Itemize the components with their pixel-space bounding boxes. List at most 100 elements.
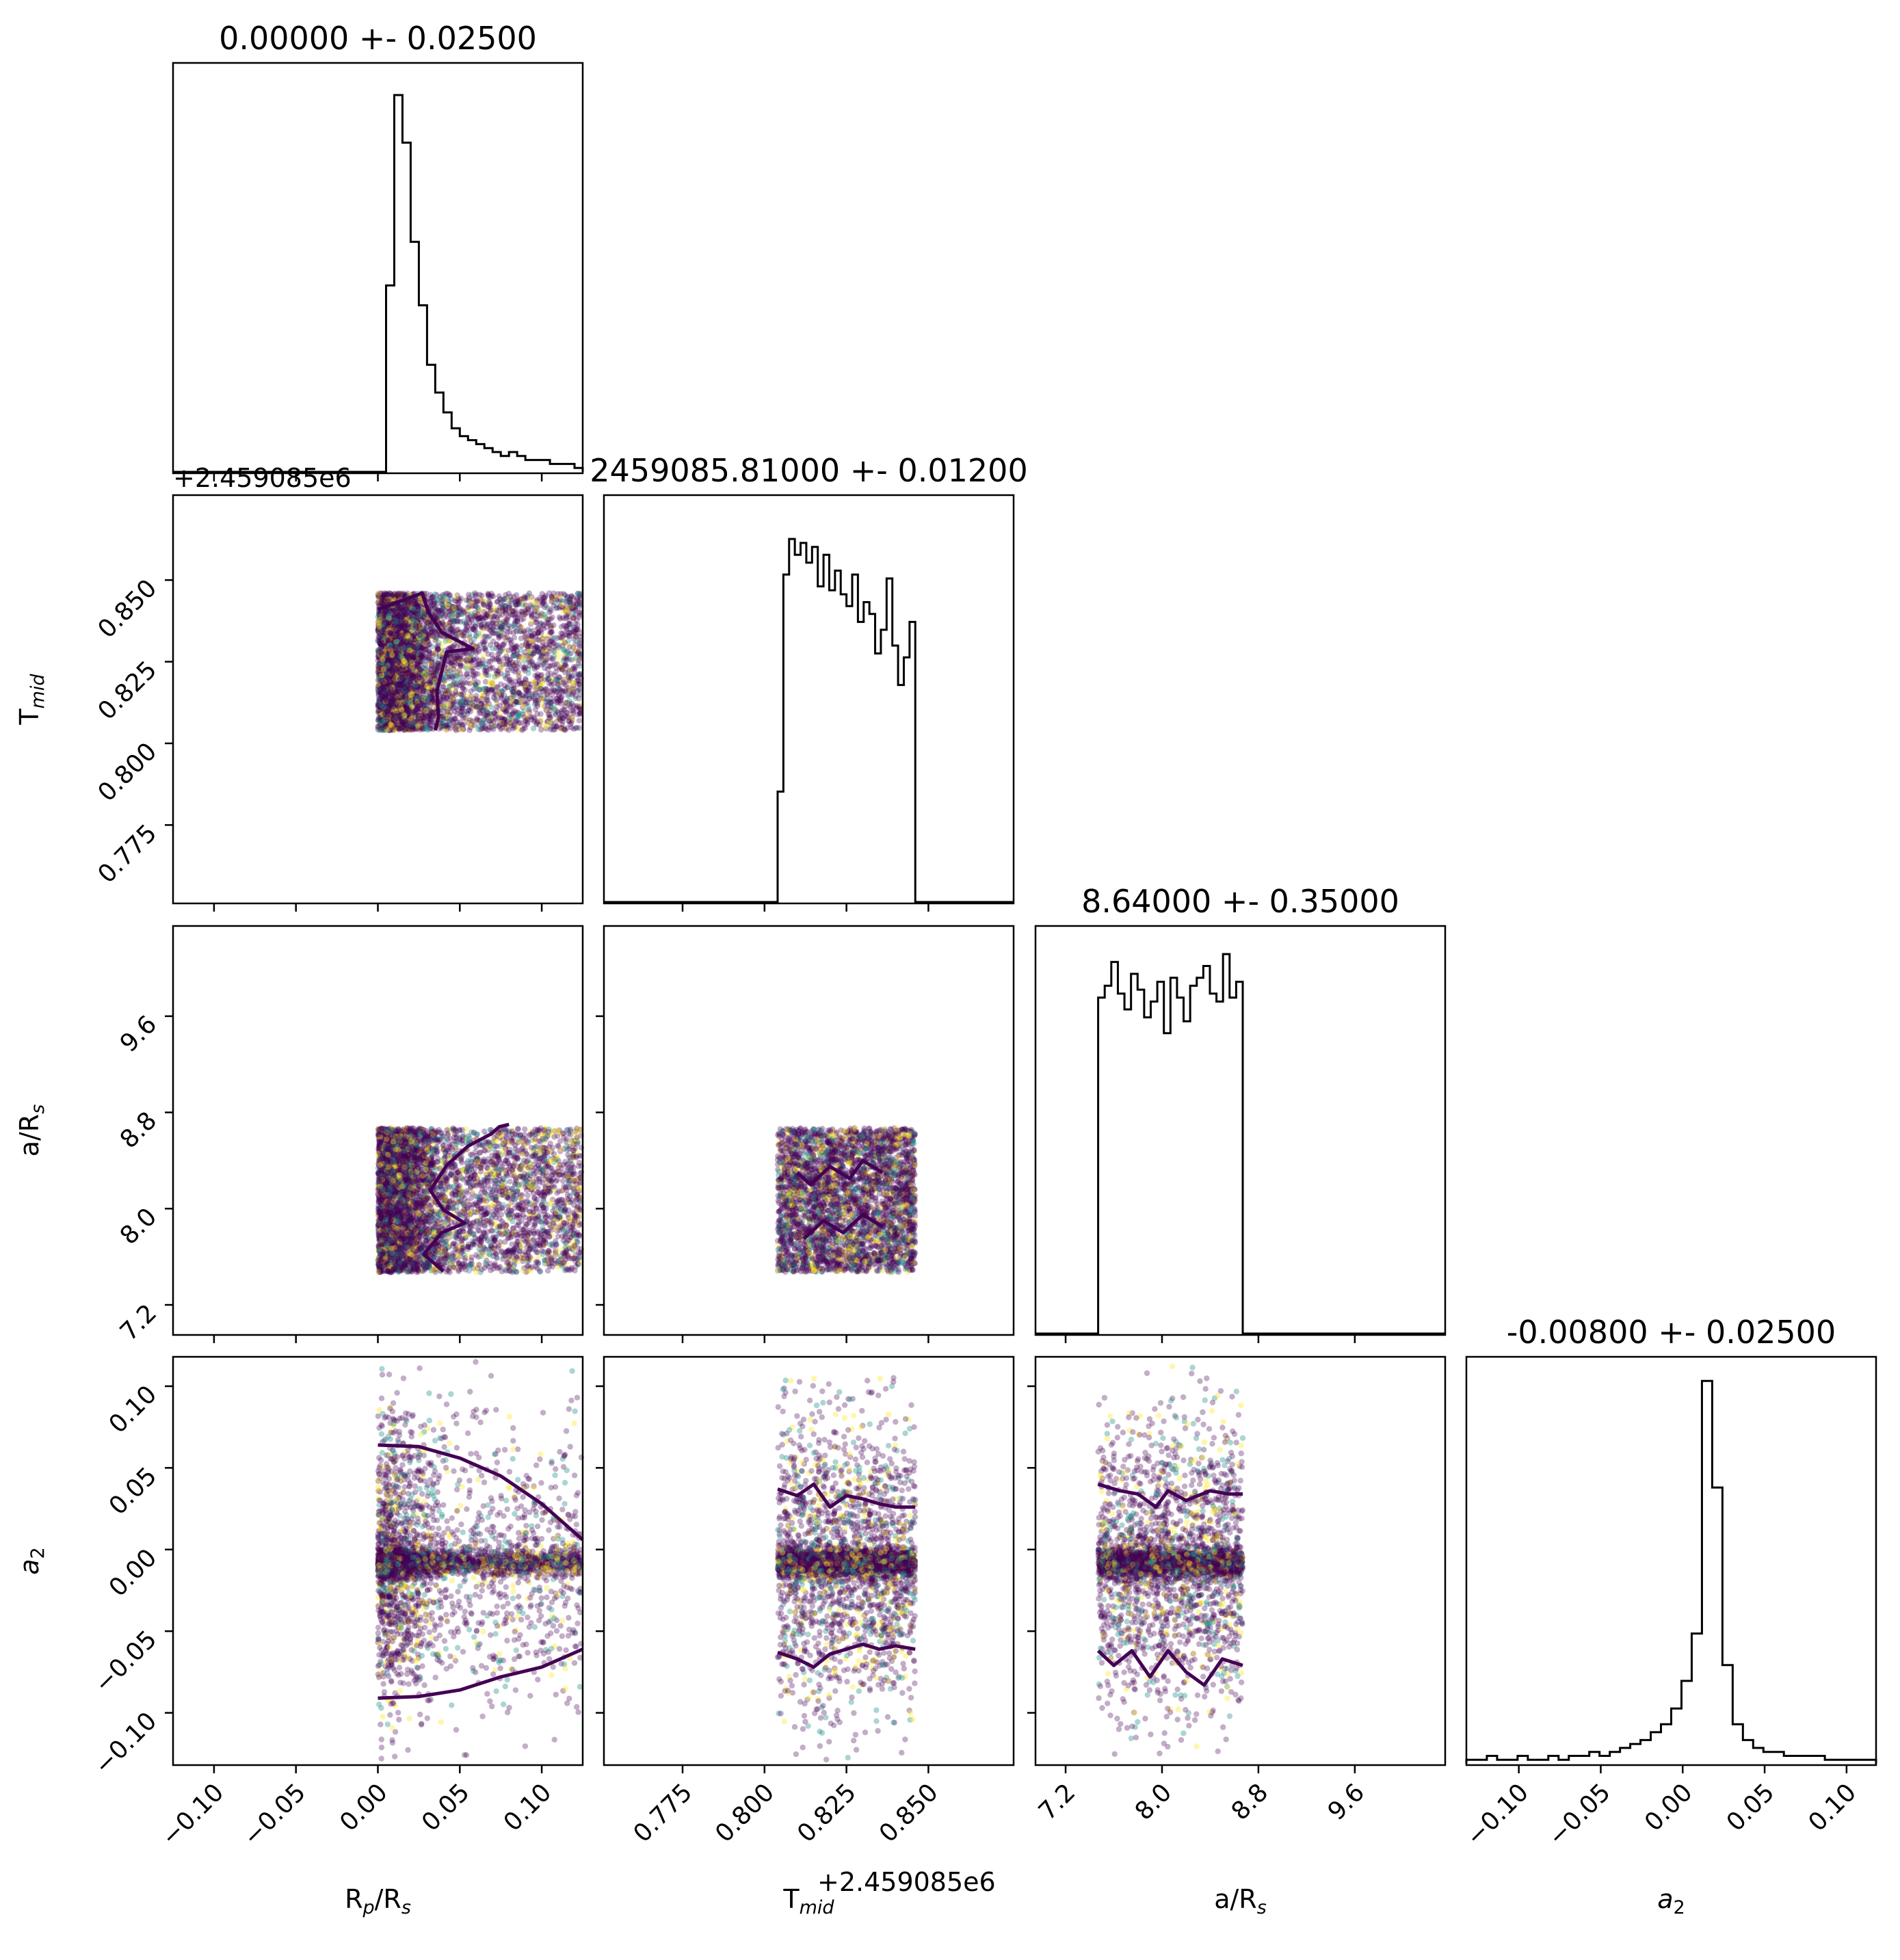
scatter-point	[459, 632, 465, 638]
scatter-point	[569, 700, 575, 707]
scatter-point	[511, 635, 518, 641]
scatter-point	[383, 693, 389, 700]
scatter-point	[501, 640, 507, 646]
scatter-point	[427, 599, 434, 606]
scatter-point	[504, 656, 510, 662]
scatter-point	[465, 655, 472, 661]
scatter-point	[376, 719, 382, 726]
scatter-point	[563, 607, 570, 613]
scatter-point	[405, 714, 411, 720]
scatter-point	[465, 636, 471, 642]
scatter-point	[531, 650, 537, 657]
scatter-point	[558, 630, 564, 636]
scatter-point	[559, 726, 565, 732]
scatter-point	[513, 698, 520, 705]
scatter-point	[477, 606, 484, 613]
scatter-point	[404, 607, 410, 613]
scatter-point	[571, 629, 577, 635]
scatter-point	[458, 691, 464, 698]
scatter-point	[398, 696, 405, 702]
scatter-point	[399, 644, 405, 651]
scatter-point	[538, 611, 544, 618]
scatter-point	[394, 631, 401, 637]
scatter-point	[377, 622, 384, 628]
scatter-point	[525, 670, 531, 676]
scatter-point	[392, 674, 399, 680]
scatter-point	[523, 693, 529, 699]
scatter-point	[406, 659, 413, 665]
scatter-point	[375, 661, 382, 667]
scatter-point	[515, 669, 522, 675]
scatter-point	[568, 724, 575, 731]
scatter-point	[556, 697, 562, 703]
scatter-point	[566, 667, 572, 674]
scatter-point	[443, 609, 449, 615]
scatter-point	[535, 671, 541, 677]
scatter-point	[459, 683, 465, 689]
scatter-point	[381, 615, 387, 622]
scatter-point	[504, 628, 511, 635]
scatter-point	[381, 726, 387, 732]
scatter-point	[436, 663, 442, 670]
scatter-point	[406, 722, 412, 728]
scatter-point	[407, 695, 413, 702]
scatter-point	[445, 702, 452, 708]
scatter-point	[382, 698, 388, 704]
scatter-point	[478, 700, 484, 706]
scatter-point	[385, 637, 391, 644]
scatter-point	[513, 643, 519, 649]
scatter-point	[486, 727, 492, 733]
scatter-point	[383, 610, 389, 616]
scatter-point	[548, 724, 554, 730]
scatter-point	[469, 600, 475, 607]
scatter-point	[465, 674, 471, 680]
scatter-point	[452, 726, 458, 732]
scatter-point	[401, 670, 408, 676]
scatter-point	[377, 641, 384, 647]
scatter-point	[384, 671, 390, 677]
scatter-point	[472, 603, 478, 609]
scatter-point	[391, 644, 397, 650]
scatter-point	[527, 595, 533, 602]
scatter-point	[547, 629, 554, 636]
scatter-point	[546, 616, 552, 623]
scatter-point	[538, 654, 544, 661]
scatter-point	[427, 689, 434, 696]
scatter-point	[479, 639, 486, 645]
scatter-point	[402, 670, 409, 676]
scatter-point	[450, 665, 457, 672]
scatter-point	[455, 669, 462, 675]
scatter-point	[562, 688, 568, 695]
scatter-point	[423, 702, 430, 708]
scatter-point	[547, 714, 553, 720]
scatter-point	[456, 677, 462, 683]
scatter-point	[384, 656, 390, 662]
scatter-point	[553, 712, 559, 718]
scatter-point	[577, 637, 583, 644]
scatter-point	[452, 708, 458, 715]
scatter-point	[541, 611, 547, 618]
scatter-point	[507, 624, 514, 630]
scatter-point	[528, 611, 534, 618]
scatter-point	[414, 603, 420, 609]
scatter-point	[516, 653, 523, 660]
scatter-point	[407, 698, 413, 704]
scatter-point	[459, 663, 466, 670]
scatter-point	[438, 704, 445, 711]
scatter-point	[466, 596, 472, 602]
scatter-point	[422, 628, 429, 635]
scatter-point	[453, 644, 460, 650]
scatter-point	[396, 668, 403, 674]
scatter-point	[449, 670, 455, 676]
scatter-point	[577, 671, 583, 677]
scatter-point	[525, 666, 531, 672]
scatter-point	[538, 718, 544, 724]
scatter-point	[565, 674, 571, 680]
scatter-point	[465, 616, 471, 622]
scatter-point	[554, 661, 560, 667]
scatter-point	[434, 632, 440, 639]
scatter-point	[468, 688, 474, 694]
scatter-point	[397, 662, 404, 669]
scatter-point	[549, 598, 555, 605]
